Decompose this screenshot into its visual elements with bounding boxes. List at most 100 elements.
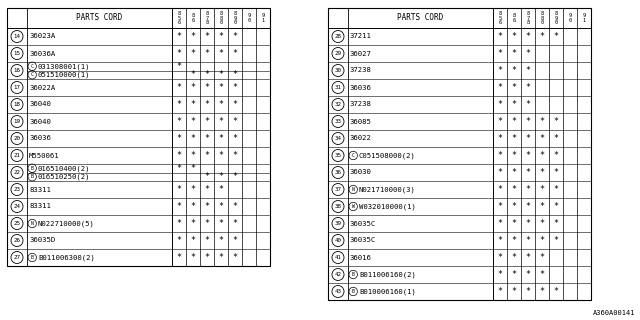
Text: *: * (525, 236, 531, 245)
Text: *: * (218, 253, 223, 262)
Text: 36035C: 36035C (350, 237, 376, 244)
Text: W032010000(1): W032010000(1) (359, 203, 416, 210)
Text: *: * (232, 236, 237, 245)
Text: 016510250(2): 016510250(2) (38, 173, 90, 180)
Text: *: * (218, 83, 223, 92)
Text: *: * (232, 117, 237, 126)
Text: *: * (191, 253, 195, 262)
Text: *: * (525, 219, 531, 228)
Text: *: * (205, 83, 209, 92)
Text: 8
5
6: 8 5 6 (499, 11, 502, 25)
Text: 9
1: 9 1 (582, 13, 586, 23)
Text: 22: 22 (13, 170, 20, 175)
Text: B010006160(1): B010006160(1) (359, 288, 416, 295)
Text: *: * (177, 100, 182, 109)
Text: 051510000(1): 051510000(1) (38, 71, 90, 78)
Text: 25: 25 (13, 221, 20, 226)
Text: 36035D: 36035D (29, 237, 55, 244)
Text: *: * (232, 172, 237, 181)
Text: *: * (205, 151, 209, 160)
Text: *: * (511, 236, 516, 245)
Text: 19: 19 (13, 119, 20, 124)
Text: 8
7
8: 8 7 8 (527, 11, 529, 25)
Text: *: * (177, 202, 182, 211)
Text: *: * (525, 287, 531, 296)
Text: 30: 30 (335, 68, 342, 73)
Text: 83311: 83311 (29, 187, 51, 193)
Text: *: * (191, 151, 195, 160)
Text: B: B (352, 272, 355, 277)
Text: 18: 18 (13, 102, 20, 107)
Text: M550061: M550061 (29, 153, 60, 158)
Text: N021710000(3): N021710000(3) (359, 186, 416, 193)
Text: 8
6: 8 6 (513, 13, 516, 23)
Text: *: * (497, 168, 502, 177)
Text: *: * (511, 168, 516, 177)
Text: *: * (511, 202, 516, 211)
Text: *: * (218, 219, 223, 228)
Text: *: * (497, 270, 502, 279)
Text: 9
0: 9 0 (568, 13, 572, 23)
Text: 8
8
0: 8 8 0 (220, 11, 223, 25)
Text: B: B (352, 289, 355, 294)
Text: *: * (540, 287, 545, 296)
Text: PARTS CORD: PARTS CORD (397, 13, 444, 22)
Text: *: * (497, 83, 502, 92)
Text: *: * (525, 168, 531, 177)
Text: 36022A: 36022A (29, 84, 55, 91)
Text: *: * (232, 253, 237, 262)
Text: *: * (497, 134, 502, 143)
Text: *: * (205, 202, 209, 211)
Text: *: * (232, 134, 237, 143)
Text: *: * (205, 70, 209, 79)
Text: *: * (540, 134, 545, 143)
Text: *: * (191, 164, 195, 173)
Text: C: C (31, 72, 34, 77)
Text: *: * (218, 172, 223, 181)
Text: *: * (554, 185, 559, 194)
Text: 8
7
8: 8 7 8 (205, 11, 209, 25)
Text: *: * (177, 236, 182, 245)
Text: 36040: 36040 (29, 118, 51, 124)
Text: *: * (205, 253, 209, 262)
Text: *: * (177, 117, 182, 126)
Text: *: * (232, 70, 237, 79)
Text: *: * (540, 236, 545, 245)
Text: 26: 26 (13, 238, 20, 243)
Text: *: * (191, 49, 195, 58)
Text: *: * (232, 49, 237, 58)
Text: 14: 14 (13, 34, 20, 39)
Text: *: * (540, 253, 545, 262)
Text: N: N (352, 187, 355, 192)
Text: *: * (205, 134, 209, 143)
Bar (7, 8, 270, 266)
Text: *: * (218, 100, 223, 109)
Text: *: * (218, 185, 223, 194)
Text: *: * (205, 117, 209, 126)
Text: *: * (218, 32, 223, 41)
Text: *: * (177, 32, 182, 41)
Text: *: * (525, 151, 531, 160)
Text: 24: 24 (13, 204, 20, 209)
Text: *: * (540, 202, 545, 211)
Text: 37211: 37211 (350, 34, 372, 39)
Text: *: * (497, 151, 502, 160)
Text: *: * (540, 185, 545, 194)
Text: *: * (540, 219, 545, 228)
Text: B011006300(2): B011006300(2) (38, 254, 95, 261)
Text: *: * (497, 32, 502, 41)
Text: B: B (31, 166, 34, 171)
Text: *: * (497, 66, 502, 75)
Text: *: * (232, 151, 237, 160)
Text: 9
1: 9 1 (261, 13, 264, 23)
Text: *: * (497, 202, 502, 211)
Text: 40: 40 (335, 238, 342, 243)
Bar (328, 8, 591, 300)
Text: *: * (218, 236, 223, 245)
Text: PARTS CORD: PARTS CORD (76, 13, 123, 22)
Text: B: B (31, 255, 34, 260)
Text: *: * (191, 117, 195, 126)
Text: 37238: 37238 (350, 101, 372, 108)
Text: *: * (511, 83, 516, 92)
Text: 38: 38 (335, 204, 342, 209)
